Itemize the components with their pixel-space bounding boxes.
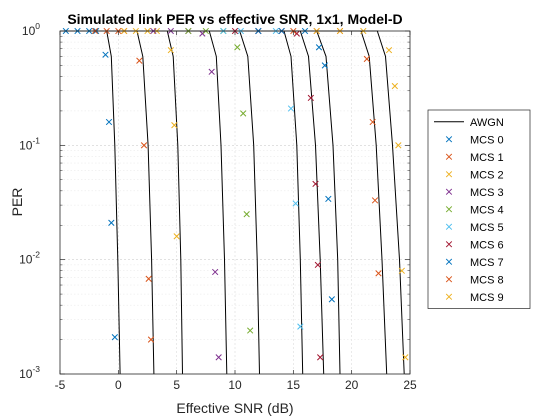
legend-marker	[445, 153, 453, 160]
awgn-curve	[208, 30, 228, 375]
x-tick-label: -5	[55, 378, 66, 392]
legend-marker	[445, 258, 453, 265]
legend-marker	[445, 223, 453, 230]
y-tick-exponent: -1	[32, 135, 40, 145]
legend-label: MCS 7	[470, 257, 504, 269]
y-tick-exponent: -3	[32, 364, 40, 374]
data-point	[385, 46, 393, 54]
x-tick-label: 0	[115, 378, 122, 392]
awgn-curve	[106, 30, 121, 375]
data-point	[105, 118, 113, 126]
legend-label: MCS 1	[470, 152, 504, 164]
legend-label: MCS 6	[470, 239, 504, 251]
legend-label: MCS 0	[470, 134, 504, 146]
data-point	[402, 354, 409, 361]
legend-marker	[445, 136, 453, 143]
data-point	[108, 219, 115, 226]
data-point	[171, 122, 178, 129]
data-point	[102, 51, 109, 58]
data-point	[145, 275, 152, 282]
data-point	[369, 118, 376, 126]
data-point	[314, 261, 321, 269]
data-point	[307, 94, 314, 102]
x-tick-label: 10	[228, 378, 242, 392]
data-point	[325, 195, 332, 203]
data-point	[247, 327, 254, 334]
awgn-curve	[376, 30, 405, 375]
x-tick-label: 25	[403, 378, 417, 392]
data-point	[147, 336, 155, 343]
data-point	[371, 197, 379, 204]
legend-awgn-label: AWGN	[470, 117, 504, 129]
data-point	[312, 180, 319, 188]
data-point	[363, 55, 370, 63]
data-point	[111, 334, 118, 341]
data-point	[199, 30, 206, 37]
y-tick-exponent: -2	[32, 250, 40, 260]
data-point	[173, 233, 180, 240]
y-tick-exponent: 0	[35, 21, 40, 31]
y-axis-label: PER	[9, 188, 25, 217]
awgn-curve	[360, 30, 388, 375]
legend-box	[427, 109, 531, 309]
data-point	[215, 354, 222, 361]
data-point	[234, 44, 241, 51]
legend-marker	[445, 276, 453, 283]
data-point	[317, 354, 324, 361]
data-point	[243, 211, 250, 218]
legend-marker	[445, 293, 453, 300]
data-point	[292, 200, 299, 207]
legend: AWGN MCS 0 MCS 1 MCS 2 MCS 3 MCS 4 MCS 5 MCS 6 M…	[427, 109, 531, 309]
legend-label: MCS 4	[470, 204, 504, 216]
data-point	[167, 46, 174, 54]
x-tick-label: 15	[287, 378, 301, 392]
data-point	[297, 323, 304, 330]
grid	[60, 31, 410, 374]
awgn-curve	[283, 30, 304, 375]
x-tick-label: 20	[345, 378, 359, 392]
data-point	[315, 44, 323, 51]
data-point	[287, 105, 295, 112]
data-point	[293, 30, 300, 37]
legend-label: MCS 8	[470, 274, 504, 286]
legend-label: MCS 2	[470, 169, 504, 181]
legend-marker	[445, 206, 453, 213]
legend-label: MCS 9	[470, 292, 504, 304]
data-point	[375, 270, 382, 277]
data-point	[240, 110, 247, 117]
legend-marker	[445, 188, 453, 195]
awgn-curve	[316, 30, 341, 375]
legend-marker	[445, 241, 453, 248]
legend-label: MCS 3	[470, 187, 504, 199]
data-point	[140, 142, 148, 149]
awgn-curves	[60, 30, 405, 375]
data-point	[136, 57, 143, 64]
legend-label: MCS 5	[470, 222, 504, 234]
data-point	[212, 268, 219, 276]
awgn-curve	[166, 30, 183, 375]
data-point	[208, 68, 215, 75]
x-axis-label: Effective SNR (dB)	[176, 400, 293, 416]
awgn-curve	[136, 30, 155, 375]
chart-title: Simulated link PER vs effective SNR, 1x1…	[67, 11, 402, 27]
data-point	[398, 267, 405, 274]
awgn-curve	[299, 30, 325, 375]
legend-marker	[445, 171, 453, 178]
data-point	[391, 82, 398, 90]
data-point	[328, 296, 335, 303]
x-tick-label: 5	[173, 378, 180, 392]
data-point	[321, 62, 328, 69]
data-point	[395, 142, 402, 149]
awgn-curve	[239, 30, 260, 375]
